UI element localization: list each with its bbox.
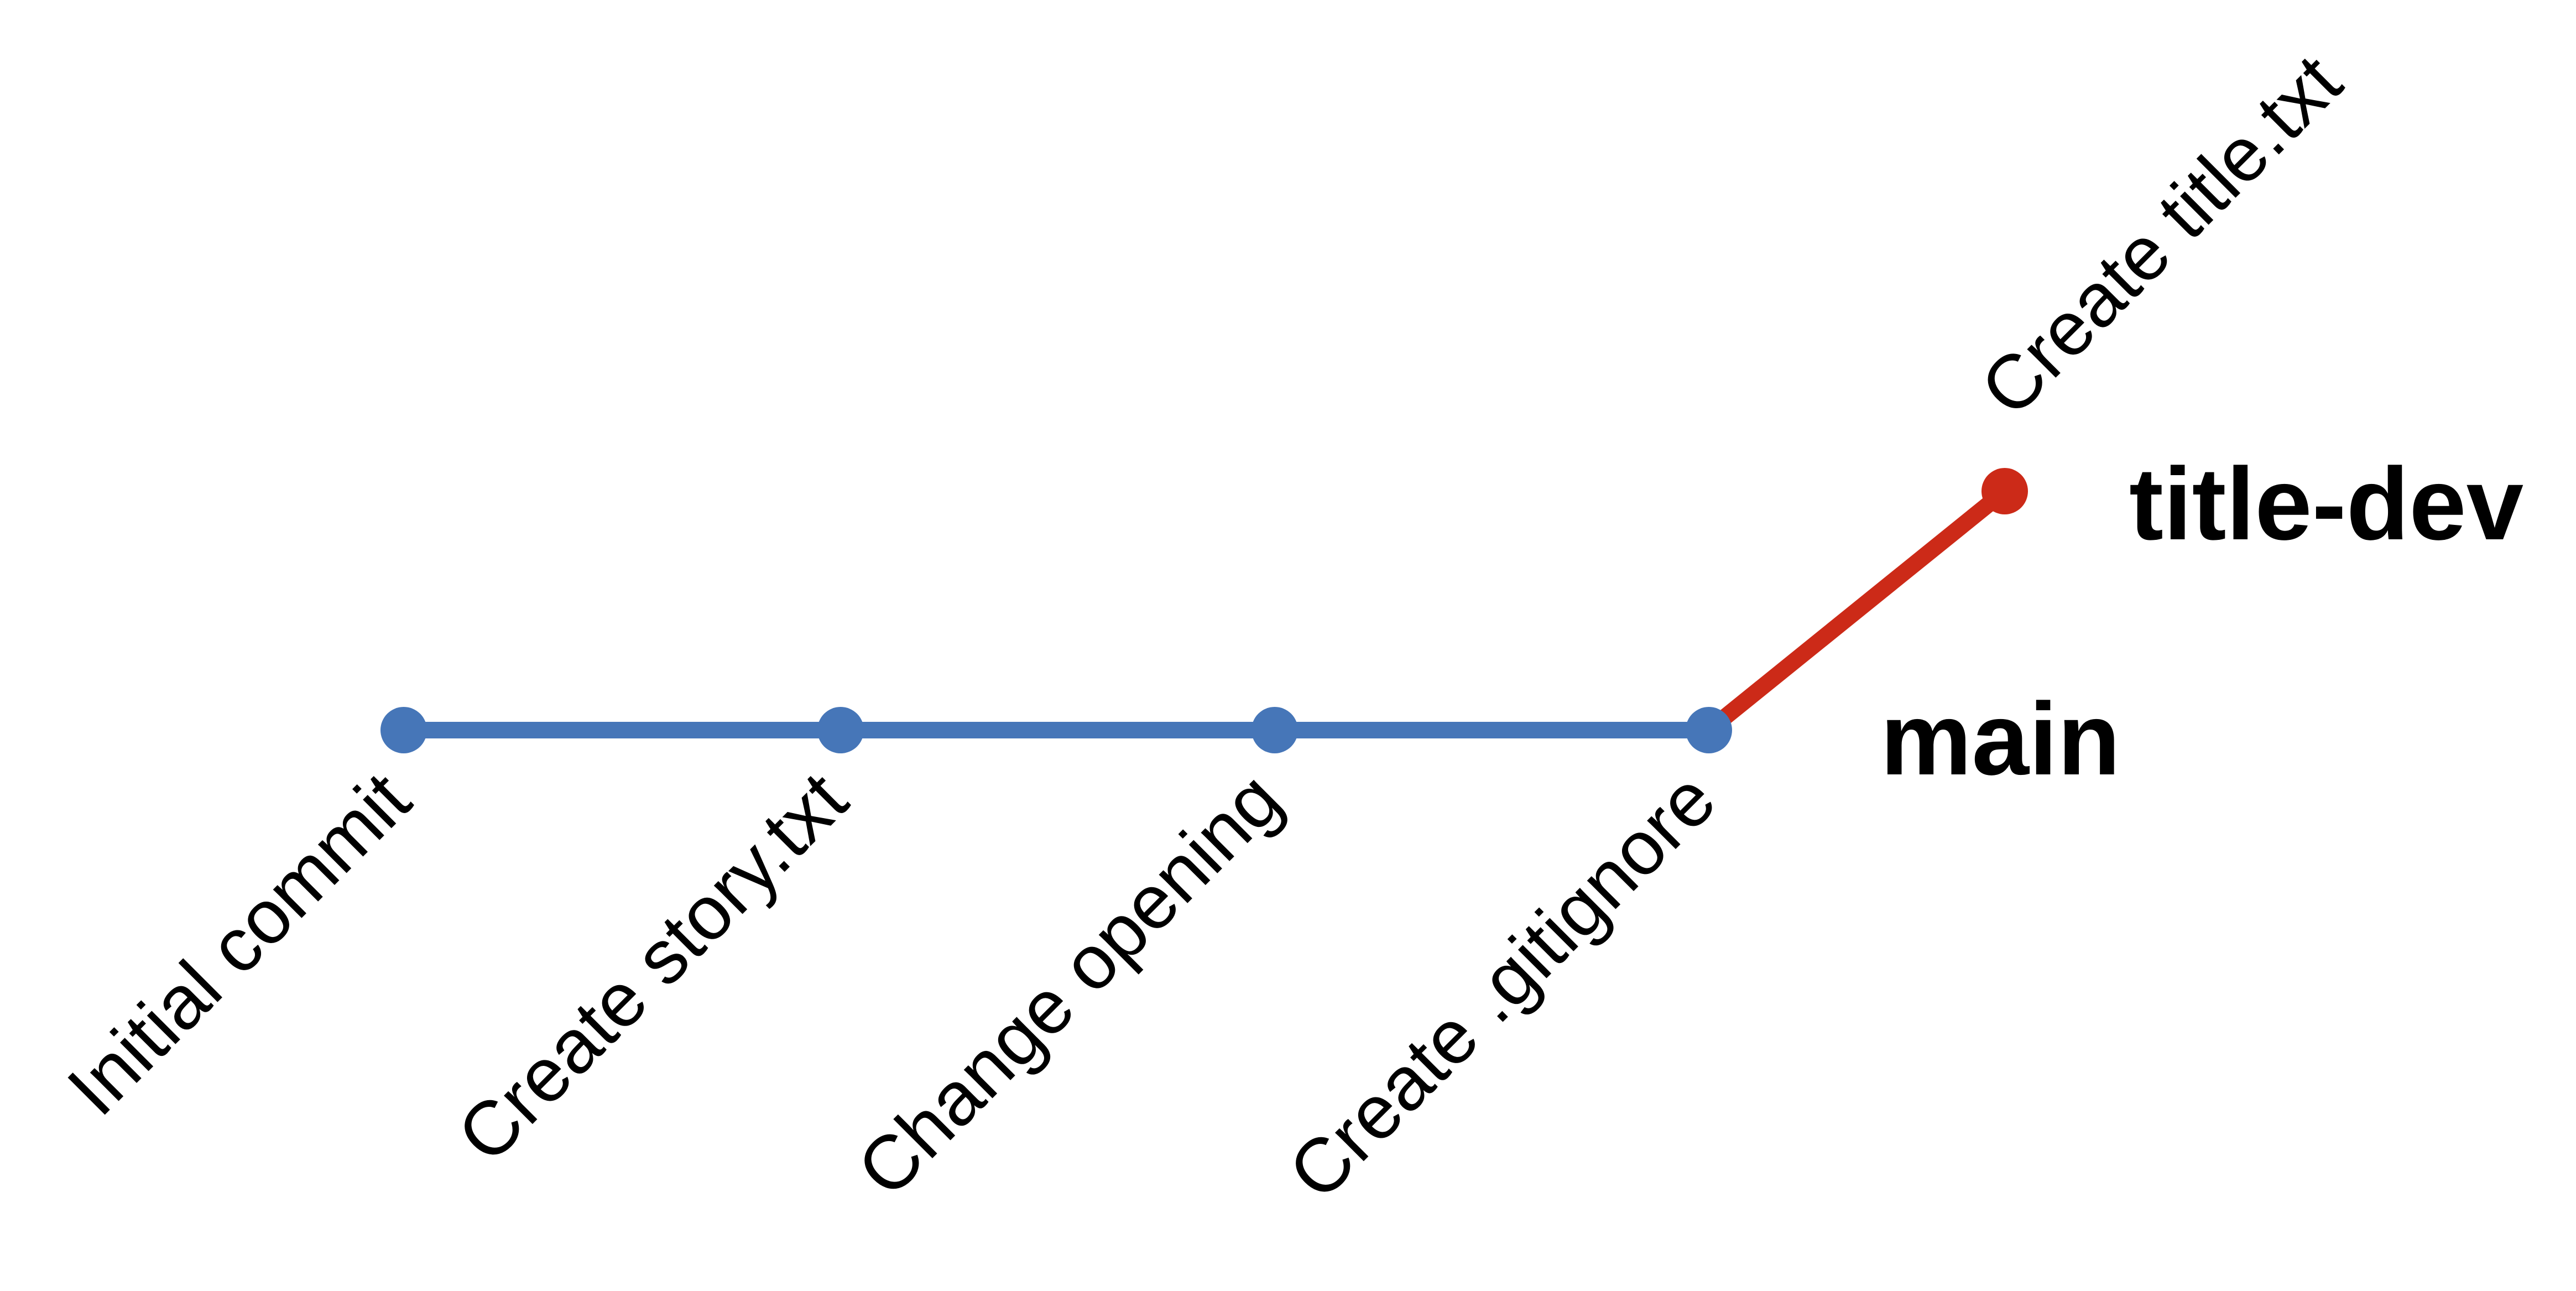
commit-node-change-opening xyxy=(1252,707,1298,753)
commit-label-create-story: Create story.txt xyxy=(441,756,863,1178)
commit-labels-layer: Initial commit Create story.txt Change o… xyxy=(51,39,2358,1215)
branch-labels-layer: main title-dev xyxy=(1880,447,2523,797)
commit-label-create-title: Create title.txt xyxy=(1964,39,2358,432)
commit-label-initial: Initial commit xyxy=(51,756,426,1131)
commit-label-change-opening: Change opening xyxy=(841,756,1297,1212)
title-dev-edge xyxy=(1701,483,2013,738)
commit-node-initial xyxy=(380,707,427,753)
edges-layer xyxy=(395,483,2013,738)
commit-label-create-gitignore: Create .gitignore xyxy=(1273,756,1732,1215)
commit-node-create-gitignore xyxy=(1686,707,1732,753)
branch-label-title-dev: title-dev xyxy=(2129,447,2523,561)
branch-label-main: main xyxy=(1880,682,2120,797)
commit-node-create-story xyxy=(817,707,864,753)
commit-node-create-title xyxy=(1981,468,2028,514)
commits-layer xyxy=(380,468,2028,753)
